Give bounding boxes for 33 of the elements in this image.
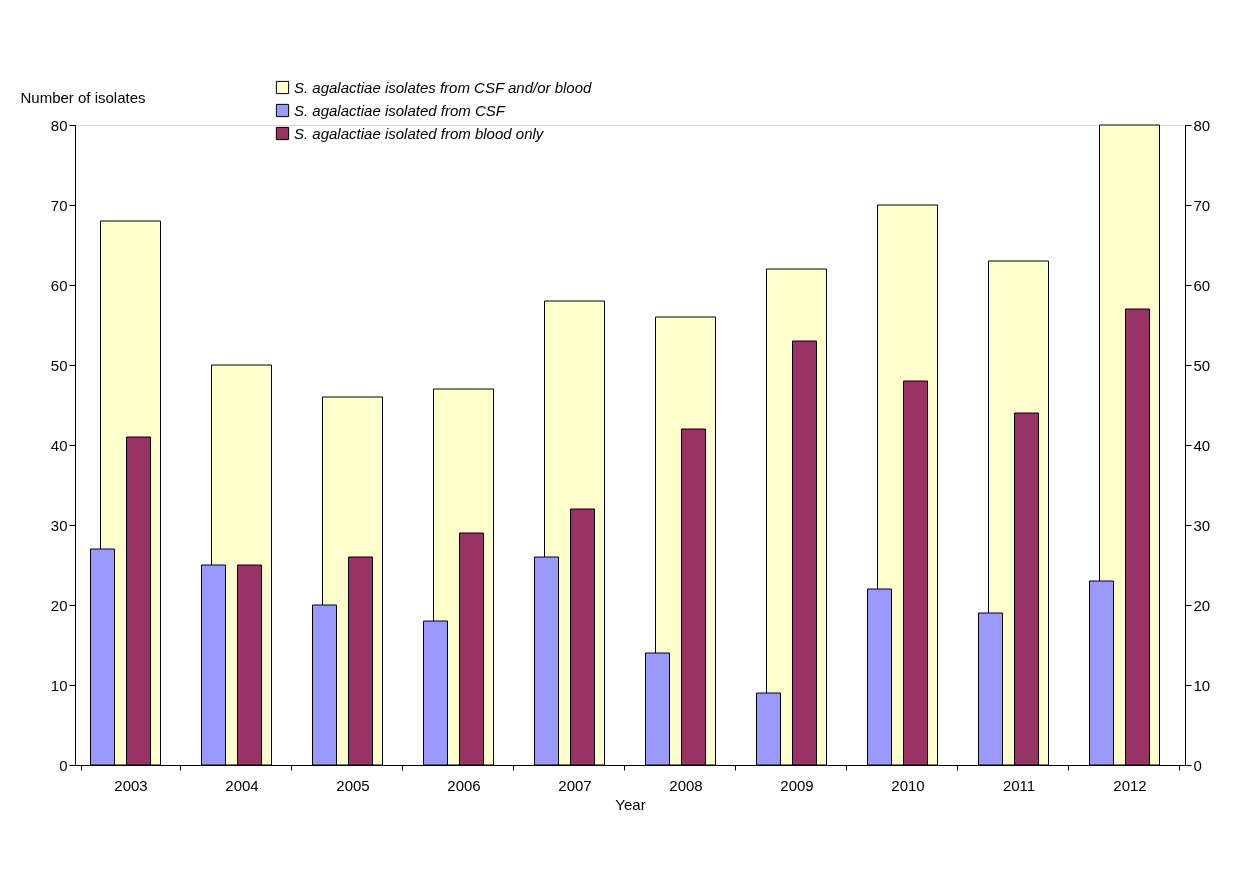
legend-label: S. agalactiae isolated from CSF	[294, 101, 506, 119]
x-tick-label: 2005	[336, 776, 370, 794]
y2-tick-label: 40	[1193, 436, 1211, 454]
y-tick-label: 0	[59, 756, 68, 774]
y2-tick-label: 0	[1193, 756, 1202, 774]
y-tick-label: 70	[50, 196, 68, 214]
y-tick-label: 40	[50, 436, 68, 454]
x-tick-label: 2009	[780, 776, 814, 794]
y-tick-label: 80	[50, 116, 68, 134]
x-tick-label: 2004	[225, 776, 259, 794]
y2-tick-label: 60	[1193, 276, 1211, 294]
x-tick-label: 2006	[447, 776, 481, 794]
y2-tick-label: 50	[1193, 356, 1211, 374]
x-tick-label: 2007	[558, 776, 592, 794]
y-tick-label: 10	[50, 676, 68, 694]
y2-tick-label: 80	[1193, 116, 1211, 134]
x-tick-label: 2010	[891, 776, 925, 794]
legend-label: S. agalactiae isolates from CSF and/or blood	[294, 78, 593, 96]
x-tick-label: 2008	[669, 776, 703, 794]
y-tick-label: 60	[50, 276, 68, 294]
y-tick-label: 50	[50, 356, 68, 374]
y-tick-label: 30	[50, 516, 68, 534]
y-axis-title: Number of isolates	[20, 88, 146, 106]
y2-tick-label: 70	[1193, 196, 1211, 214]
y2-tick-label: 30	[1193, 516, 1211, 534]
y-tick-label: 20	[50, 596, 68, 614]
x-tick-label: 2012	[1113, 776, 1147, 794]
legend-label: S. agalactiae isolated from blood only	[294, 124, 545, 142]
y2-tick-label: 10	[1193, 676, 1211, 694]
y2-tick-label: 20	[1193, 596, 1211, 614]
x-tick-label: 2003	[114, 776, 148, 794]
x-tick-label: 2011	[1002, 776, 1036, 794]
x-axis-title: Year	[615, 795, 646, 813]
